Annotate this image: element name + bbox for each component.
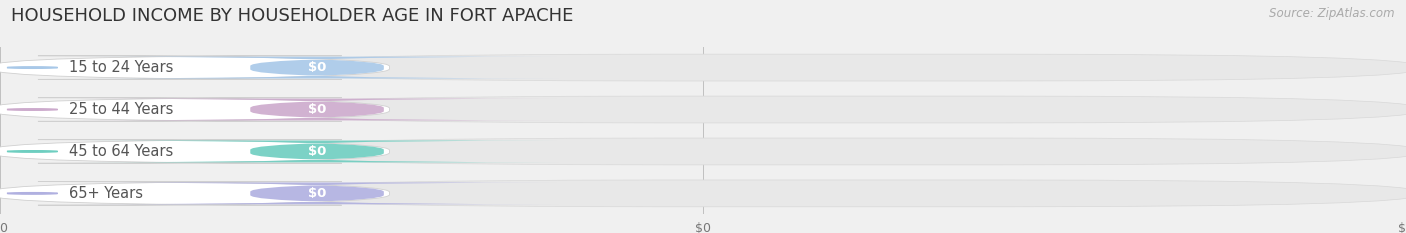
Text: $0: $0: [308, 145, 326, 158]
Circle shape: [7, 109, 58, 110]
FancyBboxPatch shape: [246, 180, 1406, 207]
Circle shape: [7, 67, 58, 68]
Circle shape: [7, 151, 58, 152]
FancyBboxPatch shape: [246, 54, 1406, 81]
FancyBboxPatch shape: [75, 57, 560, 79]
Text: 45 to 64 Years: 45 to 64 Years: [69, 144, 173, 159]
Text: 25 to 44 Years: 25 to 44 Years: [69, 102, 173, 117]
Text: $0: $0: [308, 187, 326, 200]
Text: $0: $0: [308, 103, 326, 116]
Text: 65+ Years: 65+ Years: [69, 186, 143, 201]
FancyBboxPatch shape: [75, 182, 560, 204]
Circle shape: [7, 193, 58, 194]
Text: Source: ZipAtlas.com: Source: ZipAtlas.com: [1270, 7, 1395, 20]
Text: $0: $0: [308, 61, 326, 74]
FancyBboxPatch shape: [246, 138, 1406, 165]
Text: HOUSEHOLD INCOME BY HOUSEHOLDER AGE IN FORT APACHE: HOUSEHOLD INCOME BY HOUSEHOLDER AGE IN F…: [11, 7, 574, 25]
FancyBboxPatch shape: [0, 182, 389, 205]
FancyBboxPatch shape: [75, 99, 560, 120]
Text: 15 to 24 Years: 15 to 24 Years: [69, 60, 173, 75]
FancyBboxPatch shape: [75, 140, 560, 162]
FancyBboxPatch shape: [246, 96, 1406, 123]
FancyBboxPatch shape: [0, 56, 389, 79]
FancyBboxPatch shape: [0, 98, 389, 121]
FancyBboxPatch shape: [0, 140, 389, 163]
